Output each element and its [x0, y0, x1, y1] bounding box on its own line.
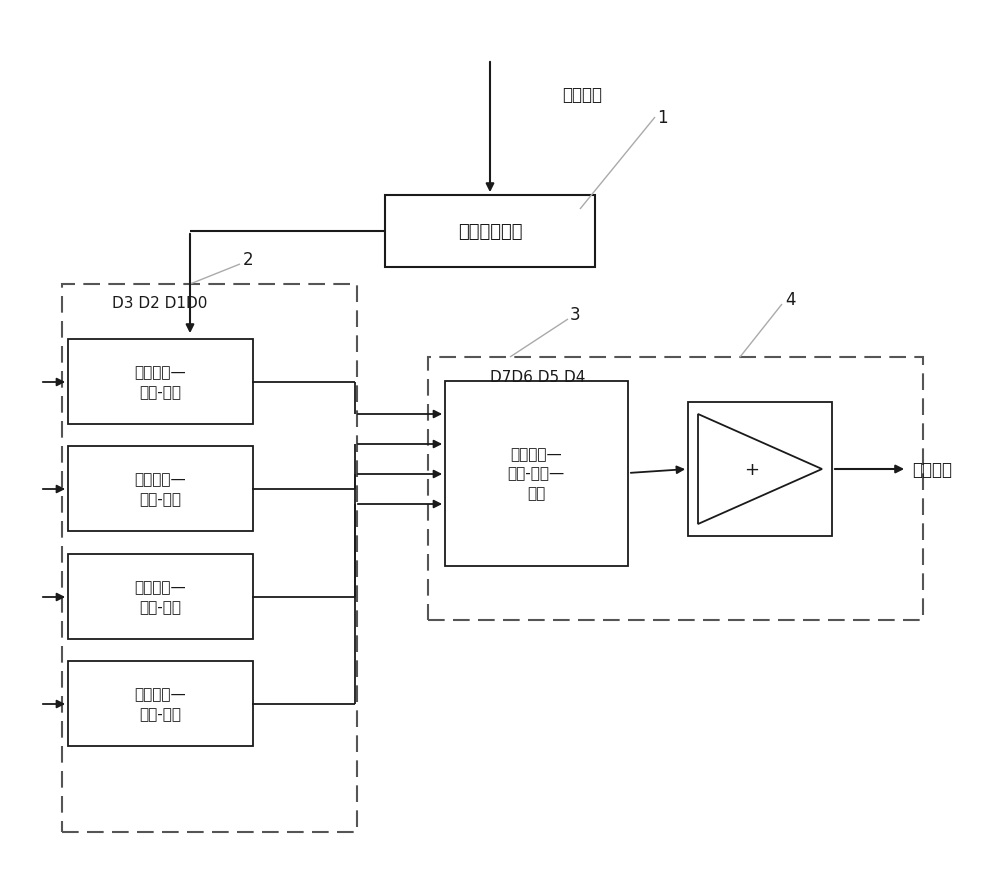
Bar: [688, 402, 832, 536]
Text: 低位转换—
伽马-灰阶: 低位转换— 伽马-灰阶: [134, 472, 186, 507]
Bar: [385, 196, 595, 268]
Bar: [428, 357, 923, 620]
Bar: [68, 661, 253, 746]
Text: 低位转换—
伽马-灰阶: 低位转换— 伽马-灰阶: [134, 687, 186, 722]
Bar: [68, 447, 253, 531]
Text: 低位转换—
伽马-灰阶: 低位转换— 伽马-灰阶: [134, 365, 186, 400]
Polygon shape: [698, 414, 822, 524]
Text: 1: 1: [657, 109, 667, 126]
Text: 2: 2: [243, 251, 253, 269]
Bar: [68, 554, 253, 639]
Text: 低位转换—
伽马-灰阶—
合成: 低位转换— 伽马-灰阶— 合成: [507, 446, 565, 500]
Text: 4: 4: [785, 291, 795, 309]
Text: 数据位数拆分: 数据位数拆分: [458, 223, 522, 241]
Text: 显示数据: 显示数据: [912, 460, 952, 479]
Text: +: +: [744, 460, 760, 479]
Text: D7D6 D5 D4: D7D6 D5 D4: [490, 371, 585, 385]
Text: 3: 3: [570, 306, 580, 324]
Bar: [68, 340, 253, 425]
Bar: [62, 284, 357, 832]
Bar: [445, 382, 628, 566]
Text: 像素数据: 像素数据: [562, 86, 602, 104]
Text: 低位转换—
伽马-灰阶: 低位转换— 伽马-灰阶: [134, 580, 186, 615]
Text: D3 D2 D1D0: D3 D2 D1D0: [112, 295, 208, 310]
